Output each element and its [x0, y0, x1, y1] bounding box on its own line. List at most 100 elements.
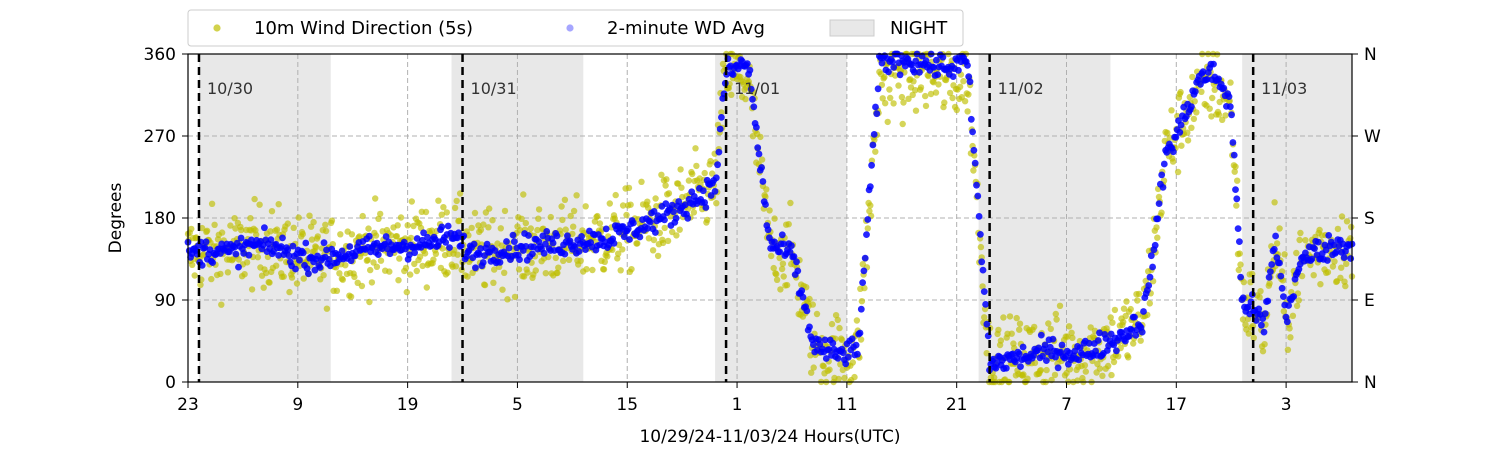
wd5s-point: [404, 222, 411, 229]
wd2min-point: [978, 258, 986, 266]
wd5s-point: [552, 254, 559, 262]
wd2min-point: [323, 246, 330, 254]
wd5s-point: [1016, 320, 1024, 327]
wd2min-point: [477, 245, 484, 252]
wd2min-point: [1037, 331, 1045, 339]
wd2min-point: [553, 232, 561, 240]
wd5s-point: [689, 170, 696, 178]
wd5s-point: [368, 279, 376, 286]
wd5s-point: [288, 274, 296, 281]
wd5s-point: [1099, 372, 1106, 379]
wd2min-point: [1228, 111, 1235, 119]
wd5s-point: [757, 133, 764, 141]
x-tick-label-4: 15: [616, 395, 638, 415]
wd2min-point: [869, 141, 877, 149]
wd5s-point: [780, 273, 787, 280]
wd5s-point: [1066, 366, 1074, 373]
wd2min-point: [1230, 151, 1238, 159]
wd2min-point: [1229, 139, 1237, 146]
wd2min-point: [749, 95, 756, 103]
wd2min-point: [575, 248, 583, 255]
date-marker-label-2: 11/01: [734, 79, 780, 98]
wd5s-point: [1219, 116, 1226, 124]
wd5s-point: [248, 286, 256, 293]
wd5s-point: [1302, 237, 1309, 244]
wd5s-point: [1184, 137, 1192, 144]
wd2min-point: [1002, 364, 1010, 372]
wd2min-point: [896, 71, 904, 79]
wd5s-point: [322, 227, 330, 235]
wd5s-point: [886, 86, 893, 93]
wd2min-point: [1113, 347, 1120, 355]
wd5s-point: [709, 170, 716, 177]
wd5s-point: [1130, 340, 1137, 347]
wd5s-point: [820, 363, 827, 370]
wd2min-point: [1155, 200, 1163, 208]
wd5s-point: [892, 72, 899, 79]
wd2min-point: [302, 239, 310, 247]
wd5s-point: [838, 336, 846, 344]
wd5s-point: [828, 320, 836, 328]
wd2min-point: [540, 249, 548, 257]
wd5s-point: [692, 145, 699, 152]
wd5s-point: [787, 199, 794, 207]
wd2min-point: [1308, 255, 1316, 263]
wd5s-point: [961, 98, 969, 105]
wd2min-point: [510, 238, 518, 246]
wd5s-point: [328, 217, 336, 224]
wd5s-point: [402, 264, 410, 272]
wd2min-point: [983, 320, 991, 328]
x-tick-label-1: 9: [292, 395, 303, 415]
wd2min-point: [413, 235, 421, 242]
wd5s-point: [300, 275, 307, 282]
wd5s-point: [835, 375, 842, 383]
wd2min-point: [543, 228, 551, 235]
wd5s-point: [452, 263, 460, 270]
x-tick-label-3: 5: [512, 395, 523, 415]
wd5s-point: [1261, 341, 1268, 348]
wd5s-point: [565, 256, 573, 263]
wd2min-point: [746, 66, 754, 74]
wd2min-point: [1283, 318, 1291, 326]
wd2min-point: [1199, 68, 1207, 75]
wd5s-point: [1174, 168, 1182, 176]
wd5s-point: [1123, 298, 1130, 305]
wd5s-point: [396, 255, 403, 262]
wd5s-point: [280, 273, 287, 280]
wd2min-point: [284, 246, 292, 254]
wd5s-point: [1056, 302, 1064, 309]
wd5s-point: [329, 241, 336, 248]
wd5s-point: [1245, 330, 1253, 337]
wd5s-point: [1051, 371, 1059, 379]
wd5s-point: [559, 216, 566, 224]
wd2min-point: [1285, 302, 1292, 309]
wd5s-point: [408, 198, 415, 205]
wd2min-point: [1149, 263, 1156, 271]
wd2min-point: [975, 213, 983, 220]
wd5s-point: [308, 236, 316, 243]
wd5s-point: [444, 269, 451, 276]
wd2min-point: [202, 238, 210, 246]
wd5s-point: [1188, 124, 1195, 131]
wd2min-point: [561, 250, 569, 258]
wd5s-point: [238, 226, 245, 234]
wd2min-point: [860, 267, 868, 275]
wd2min-point: [305, 270, 312, 278]
wd5s-point: [1234, 177, 1241, 184]
wd5s-point: [373, 263, 381, 270]
wd5s-point: [1020, 371, 1027, 378]
wd5s-point: [535, 215, 542, 222]
wd5s-point: [407, 271, 414, 278]
wd5s-point: [375, 215, 382, 222]
wd2min-point: [1039, 352, 1046, 360]
wd2min-point: [965, 73, 973, 80]
wd5s-point: [395, 277, 402, 284]
wd2min-point: [864, 216, 872, 223]
wd2min-point: [672, 214, 680, 222]
wd2min-point: [1158, 171, 1166, 179]
wd5s-point: [471, 209, 479, 217]
wd2min-point: [681, 201, 689, 209]
wd5s-point: [1337, 274, 1344, 281]
wd2min-point: [1239, 294, 1247, 302]
wd2min-point: [852, 341, 860, 349]
